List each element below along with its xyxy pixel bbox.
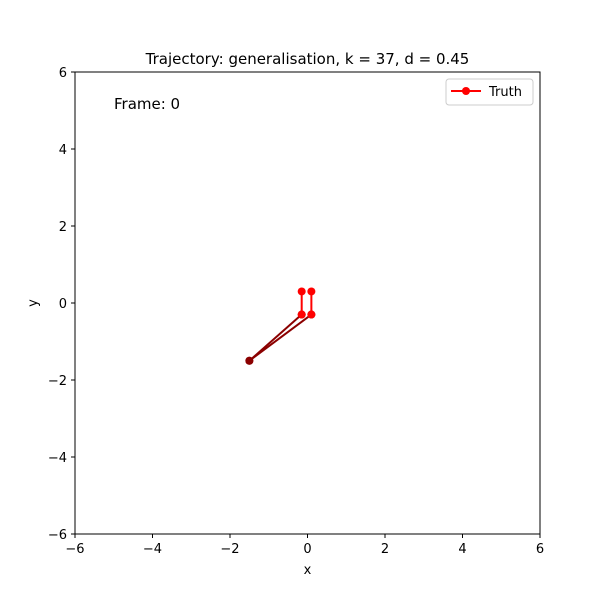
legend-swatch-marker xyxy=(462,87,470,95)
x-tick-label-6: 6 xyxy=(536,542,544,557)
y-tick-label-1: −4 xyxy=(48,451,67,466)
data-marks xyxy=(245,287,316,365)
x-tick-label-5: 4 xyxy=(458,542,466,557)
truth-series-0-point-1-1 xyxy=(307,310,316,319)
y-tick-label-4: 2 xyxy=(59,220,67,235)
x-tick-label-4: 2 xyxy=(381,542,389,557)
x-tick-label-2: −2 xyxy=(220,542,239,557)
y-axis-label: y xyxy=(26,299,41,307)
dark-series-0-line-1 xyxy=(248,313,312,362)
frame-annotation: Frame: 0 xyxy=(114,95,180,113)
legend: Truth xyxy=(445,78,534,106)
x-tick-label-1: −4 xyxy=(143,542,162,557)
legend-label-truth: Truth xyxy=(488,85,522,100)
dark-series-0-point-1-0 xyxy=(245,356,254,365)
plot-frame xyxy=(74,71,541,535)
x-axis-label: x xyxy=(304,563,312,578)
truth-series-0-point-1-0 xyxy=(307,287,316,296)
chart-title: Trajectory: generalisation, k = 37, d = … xyxy=(145,50,470,68)
y-tick-label-3: 0 xyxy=(59,297,67,312)
axis-ticks: −6 −4 −2 0 2 4 6 −6 −4 −2 0 2 4 6 xyxy=(48,66,544,557)
y-tick-label-5: 4 xyxy=(59,143,67,158)
y-tick-label-0: −6 xyxy=(48,528,67,543)
truth-series-0-point-0-1 xyxy=(297,310,306,319)
plot-area xyxy=(75,72,540,534)
truth-series-0-point-0-0 xyxy=(297,287,306,296)
x-tick-label-0: −6 xyxy=(65,542,84,557)
x-tick-label-3: 0 xyxy=(303,542,311,557)
y-tick-label-6: 6 xyxy=(59,66,67,81)
y-tick-label-2: −2 xyxy=(48,374,67,389)
legend-frame xyxy=(445,78,534,106)
